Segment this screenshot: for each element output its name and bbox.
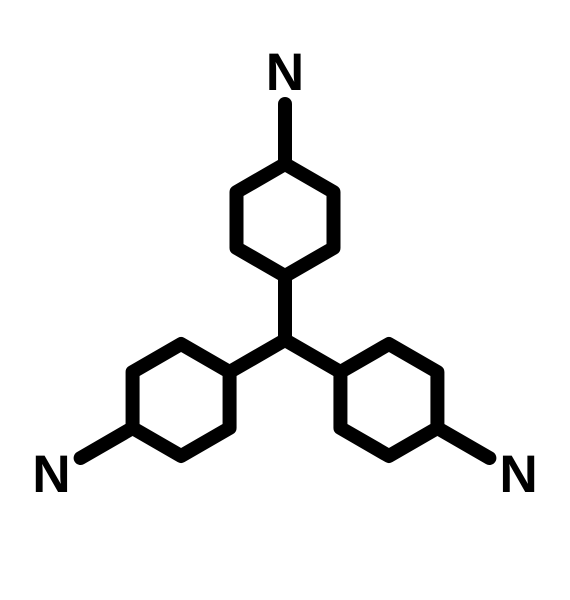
benzene-ring <box>133 344 230 456</box>
atom-label: N <box>266 43 304 102</box>
atom-label: N <box>499 445 537 504</box>
center-bond <box>285 340 340 372</box>
benzene-ring <box>340 344 437 456</box>
center-bond <box>230 340 285 372</box>
atom-label: N <box>32 445 70 504</box>
n-bond <box>81 428 133 458</box>
benzene-ring <box>237 164 334 276</box>
molecule-diagram: N N N <box>0 0 570 600</box>
n-bond <box>437 428 489 458</box>
